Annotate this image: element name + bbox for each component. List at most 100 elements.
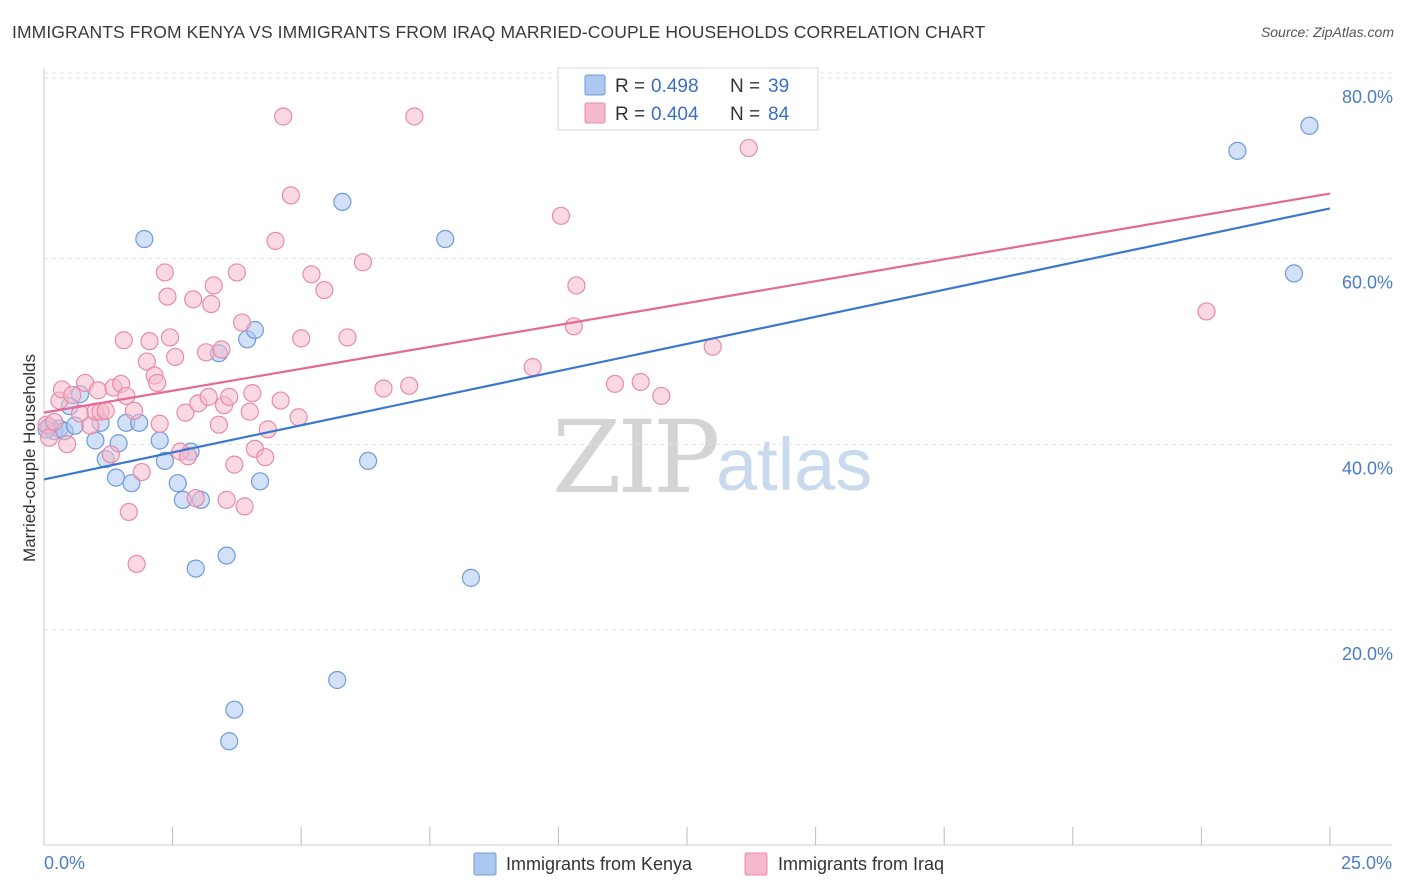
legend-kenya-swatch	[473, 852, 497, 876]
kenya-data-point	[1300, 116, 1319, 135]
legend: Immigrants from Kenya Immigrants from Ir…	[473, 852, 944, 876]
kenya-data-point	[122, 474, 141, 493]
iraq-data-point	[150, 414, 169, 433]
watermark: ZIP atlas	[552, 399, 872, 516]
stats-kenya-n-value: 39	[768, 76, 789, 97]
iraq-data-point	[124, 401, 144, 420]
iraq-data-point	[140, 332, 159, 351]
iraq-data-point	[739, 138, 758, 158]
iraq-data-point	[101, 445, 120, 464]
iraq-data-point	[235, 497, 254, 516]
iraq-data-point	[266, 231, 285, 250]
iraq-data-point	[232, 313, 252, 332]
iraq-data-point	[353, 253, 373, 272]
iraq-data-point	[45, 412, 64, 432]
iraq-data-point	[271, 391, 290, 410]
y-axis-label: Married-couple Households	[20, 354, 39, 562]
kenya-trend-line	[43, 207, 1331, 481]
y-tick-label: 20.0%	[1342, 644, 1393, 664]
iraq-trend-line	[43, 192, 1331, 414]
legend-kenya-label: Immigrants from Kenya	[506, 854, 693, 874]
iraq-data-point	[274, 107, 293, 126]
kenya-data-point	[1228, 141, 1247, 160]
y-tick-labels: 20.0% 40.0% 60.0% 80.0%	[1342, 87, 1393, 664]
stats-kenya-r-label: R =	[615, 76, 645, 97]
stats-kenya-n-label: N =	[730, 76, 760, 97]
iraq-data-point	[58, 435, 77, 454]
iraq-data-point	[523, 358, 542, 377]
iraq-data-point	[96, 401, 115, 420]
kenya-data-point	[358, 451, 378, 471]
x-axis-ticks	[172, 827, 1331, 845]
iraq-data-point	[158, 287, 177, 306]
kenya-data-point	[186, 559, 205, 578]
iraq-data-point	[176, 403, 195, 422]
data-points	[37, 107, 1319, 751]
kenya-data-point	[436, 229, 455, 249]
y-tick-label: 60.0%	[1342, 273, 1393, 293]
watermark-atlas: atlas	[716, 423, 872, 506]
iraq-data-point	[160, 328, 180, 347]
iraq-data-point	[88, 381, 108, 400]
kenya-data-point	[220, 732, 239, 751]
iraq-data-point	[227, 263, 246, 282]
kenya-data-point	[333, 192, 352, 212]
kenya-data-point	[328, 670, 347, 690]
iraq-data-point	[652, 386, 671, 406]
legend-iraq-label: Immigrants from Iraq	[778, 854, 944, 874]
iraq-data-point	[338, 328, 357, 347]
chart-title: IMMIGRANTS FROM KENYA VS IMMIGRANTS FROM…	[12, 22, 986, 42]
iraq-data-point	[551, 206, 571, 225]
iraq-data-point	[186, 488, 205, 508]
iraq-data-point	[225, 455, 244, 474]
iraq-data-point	[202, 294, 221, 314]
iraq-data-point	[63, 385, 82, 405]
iraq-data-point	[405, 107, 424, 126]
iraq-data-point	[220, 387, 239, 406]
stats-kenya-swatch	[584, 74, 606, 96]
kenya-data-point	[250, 472, 270, 491]
stats-iraq-n-label: N =	[730, 104, 760, 125]
iraq-data-point	[196, 343, 216, 362]
x-tick-label-min: 0.0%	[44, 853, 85, 873]
legend-iraq-swatch	[744, 852, 768, 876]
iraq-data-point	[605, 374, 625, 393]
watermark-zip: ZIP	[552, 399, 717, 516]
iraq-data-point	[40, 428, 59, 447]
iraq-data-point	[184, 290, 203, 309]
stats-iraq-n-value: 84	[768, 104, 790, 125]
iraq-data-point	[1197, 302, 1216, 321]
iraq-data-point	[281, 186, 301, 205]
iraq-data-point	[204, 276, 223, 295]
iraq-data-point	[289, 408, 308, 427]
iraq-data-point	[567, 276, 586, 295]
iraq-data-point	[212, 340, 231, 359]
stats-iraq-swatch	[584, 102, 606, 124]
iraq-data-point	[119, 502, 138, 522]
iraq-data-point	[256, 448, 275, 467]
iraq-data-point	[292, 329, 311, 348]
iraq-data-point	[127, 554, 146, 574]
stats-iraq-r-label: R =	[615, 104, 645, 125]
trend-lines	[43, 192, 1331, 481]
iraq-data-point	[240, 402, 259, 421]
iraq-data-point	[631, 372, 650, 392]
iraq-data-point	[315, 280, 334, 300]
kenya-data-point	[155, 451, 174, 471]
stats-iraq-r-value: 0.404	[651, 104, 699, 125]
kenya-data-point	[461, 568, 481, 587]
kenya-data-point	[1284, 264, 1304, 283]
iraq-data-point	[148, 373, 167, 393]
y-tick-label: 40.0%	[1342, 458, 1393, 478]
iraq-data-point	[132, 462, 151, 482]
iraq-data-point	[374, 379, 393, 398]
kenya-data-point	[225, 700, 244, 719]
x-tick-label-max: 25.0%	[1341, 853, 1392, 873]
iraq-data-point	[137, 352, 156, 371]
iraq-data-point	[217, 490, 236, 509]
stats-box: R = 0.498 N = 39 R = 0.404 N = 84	[557, 67, 819, 131]
iraq-data-point	[199, 387, 218, 406]
kenya-data-point	[150, 431, 169, 450]
iraq-data-point	[302, 265, 321, 284]
